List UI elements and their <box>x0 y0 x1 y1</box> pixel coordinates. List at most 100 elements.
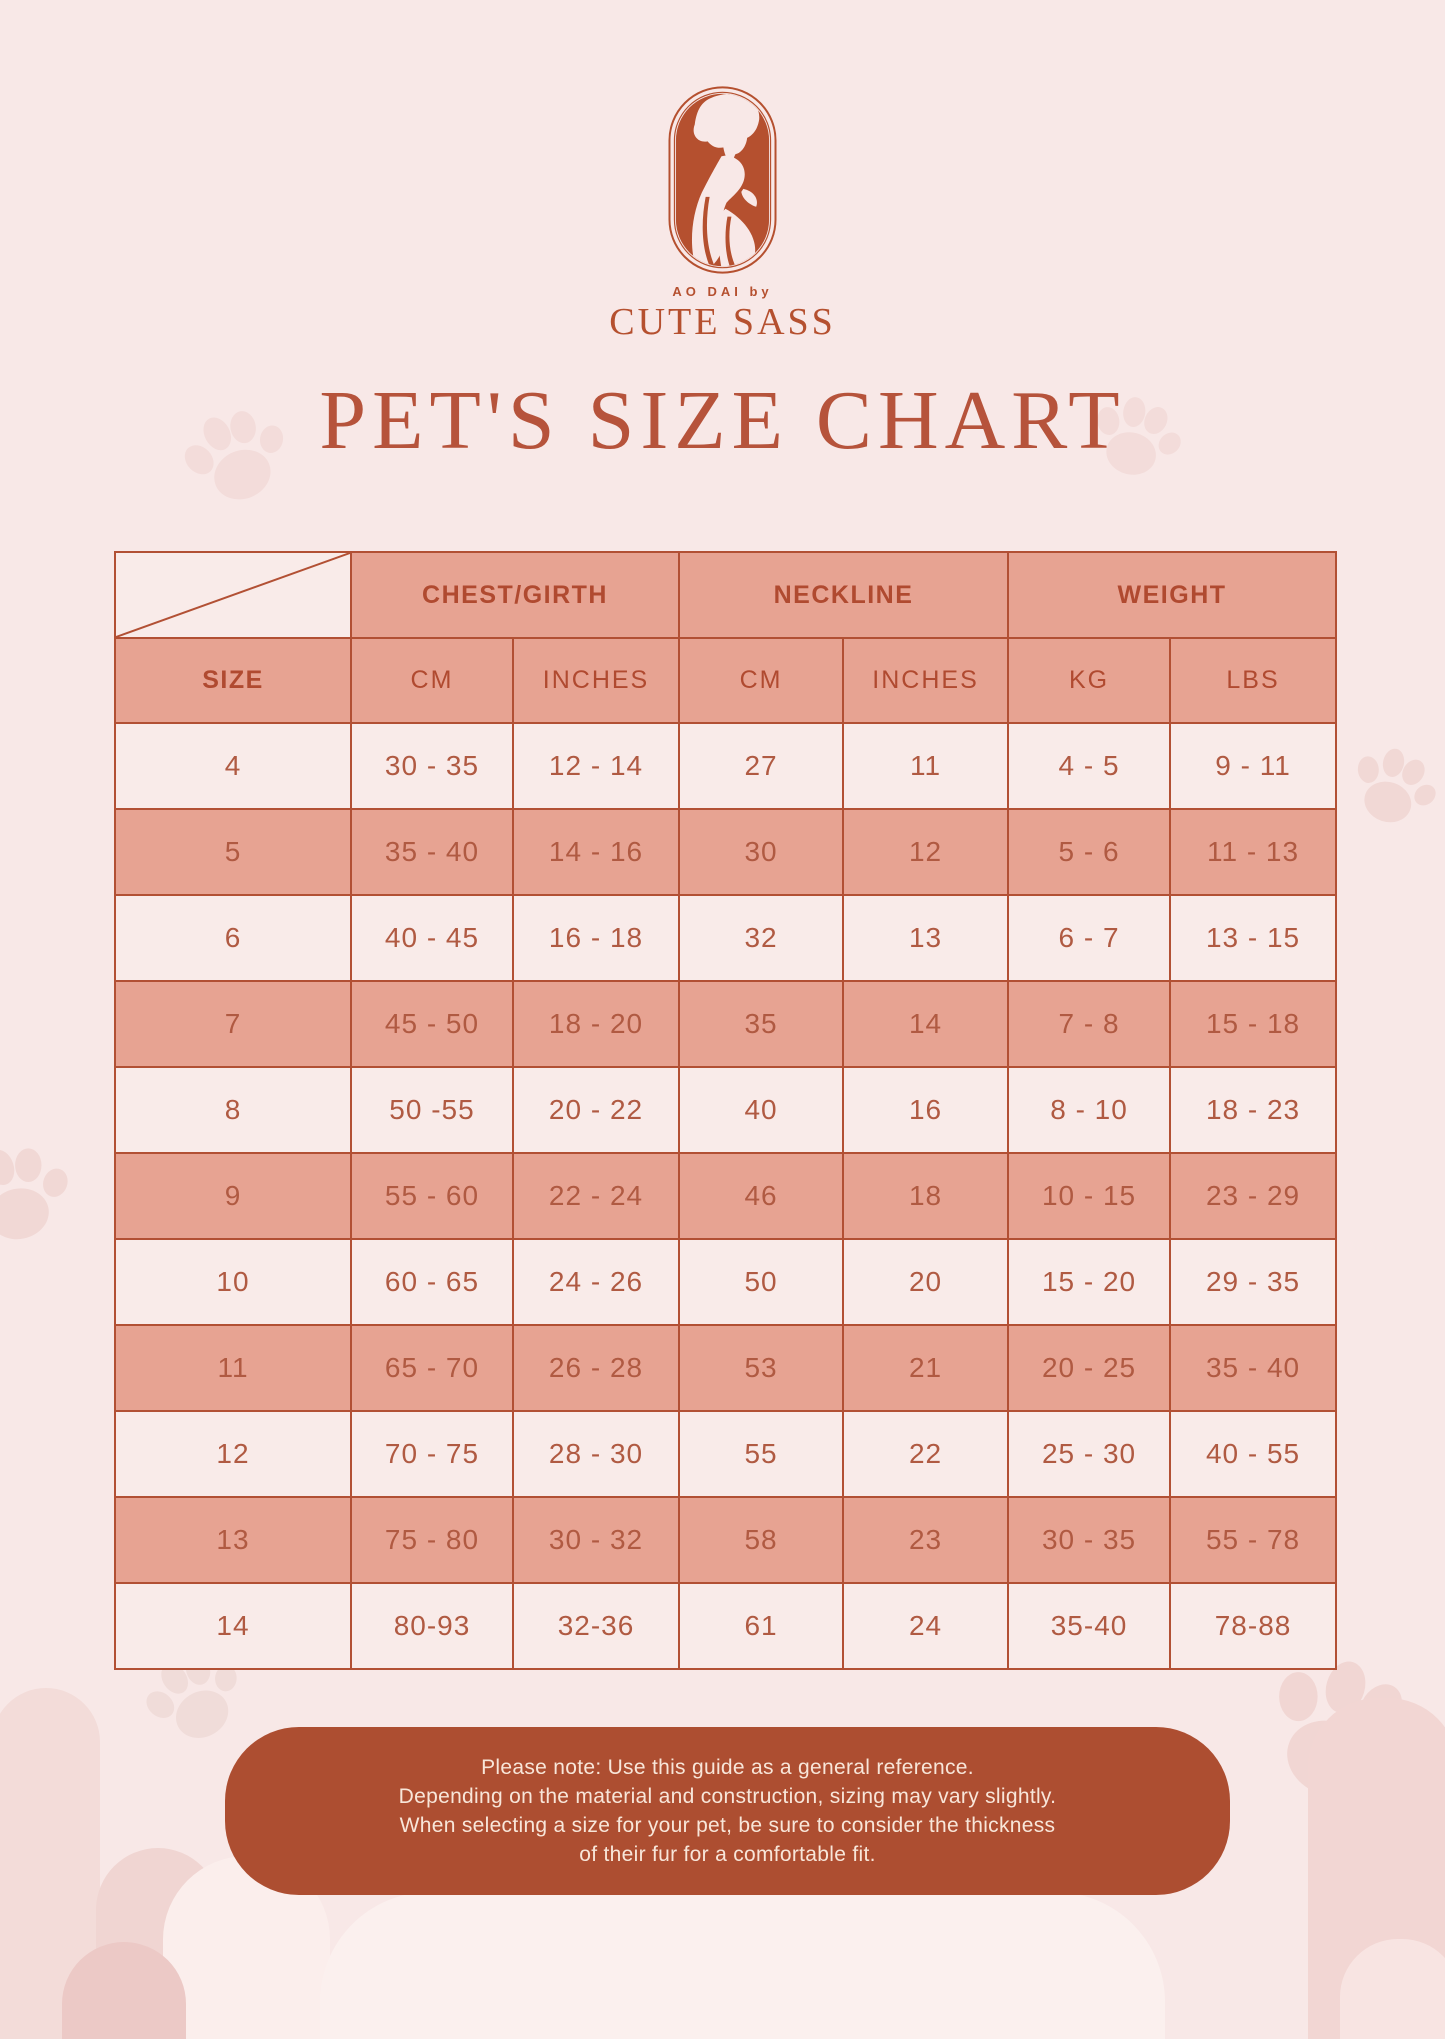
cell-neck-inches: 11 <box>842 722 1010 810</box>
table-row-size-10: 10 60 - 65 24 - 26 50 20 15 - 20 29 - 35 <box>114 1238 1338 1326</box>
cell-weight-kg: 15 - 20 <box>1007 1238 1172 1326</box>
table-row-size-14: 14 80-93 32-36 61 24 35-40 78-88 <box>114 1582 1338 1670</box>
cell-chest-cm: 45 - 50 <box>350 980 514 1068</box>
arch-decoration <box>320 1892 1165 2039</box>
cell-weight-lbs: 15 - 18 <box>1169 980 1338 1068</box>
cell-chest-cm: 60 - 65 <box>350 1238 514 1326</box>
cell-weight-kg: 20 - 25 <box>1007 1324 1172 1412</box>
cell-weight-kg: 30 - 35 <box>1007 1496 1172 1584</box>
cell-weight-kg: 5 - 6 <box>1007 808 1172 896</box>
cell-size: 7 <box>114 980 352 1068</box>
page-title: PET'S SIZE CHART <box>319 374 1126 467</box>
cell-weight-kg: 10 - 15 <box>1007 1152 1172 1240</box>
cell-chest-cm: 40 - 45 <box>350 894 514 982</box>
cell-size: 10 <box>114 1238 352 1326</box>
diagonal-split-cell <box>114 551 352 639</box>
cell-weight-kg: 7 - 8 <box>1007 980 1172 1068</box>
table-row-size-11: 11 65 - 70 26 - 28 53 21 20 - 25 35 - 40 <box>114 1324 1338 1412</box>
brand-logo <box>668 86 777 274</box>
cell-neck-inches: 18 <box>842 1152 1010 1240</box>
pet-size-table: CHEST/GIRTH NECKLINE WEIGHT SIZE CM INCH… <box>114 551 1338 1670</box>
note-line: Please note: Use this guide as a general… <box>481 1756 974 1779</box>
note-line: Depending on the material and constructi… <box>398 1785 1057 1808</box>
column-group-chest-girth: CHEST/GIRTH <box>349 551 681 639</box>
cell-chest-cm: 70 - 75 <box>350 1410 514 1498</box>
cell-weight-lbs: 78-88 <box>1169 1582 1338 1670</box>
cell-neck-inches: 16 <box>842 1066 1010 1154</box>
note-line: of their fur for a comfortable fit. <box>579 1843 876 1866</box>
cell-chest-cm: 65 - 70 <box>350 1324 514 1412</box>
table-row-size-4: 4 30 - 35 12 - 14 27 11 4 - 5 9 - 11 <box>114 722 1338 810</box>
paw-print-icon <box>0 1124 86 1266</box>
table-row-size-13: 13 75 - 80 30 - 32 58 23 30 - 35 55 - 78 <box>114 1496 1338 1584</box>
cell-weight-lbs: 9 - 11 <box>1169 722 1338 810</box>
cell-neck-inches: 14 <box>842 980 1010 1068</box>
cell-chest-cm: 35 - 40 <box>350 808 514 896</box>
cell-chest-inches: 16 - 18 <box>511 894 681 982</box>
cell-neck-inches: 21 <box>842 1324 1010 1412</box>
cell-chest-cm: 75 - 80 <box>350 1496 514 1584</box>
table-row-size-6: 6 40 - 45 16 - 18 32 13 6 - 7 13 - 15 <box>114 894 1338 982</box>
cell-weight-kg: 35-40 <box>1007 1582 1172 1670</box>
table-subheader-row: SIZE CM INCHES CM INCHES KG LBS <box>114 637 1338 724</box>
cell-size: 5 <box>114 808 352 896</box>
cell-weight-lbs: 29 - 35 <box>1169 1238 1338 1326</box>
cell-size: 4 <box>114 722 352 810</box>
cell-chest-inches: 14 - 16 <box>511 808 681 896</box>
cell-neck-cm: 50 <box>678 1238 845 1326</box>
table-row-size-12: 12 70 - 75 28 - 30 55 22 25 - 30 40 - 55 <box>114 1410 1338 1498</box>
column-header-weight-kg: KG <box>1007 637 1172 724</box>
note-line: When selecting a size for your pet, be s… <box>399 1814 1056 1837</box>
cell-weight-kg: 4 - 5 <box>1007 722 1172 810</box>
table-row-size-8: 8 50 -55 20 - 22 40 16 8 - 10 18 - 23 <box>114 1066 1338 1154</box>
cell-chest-inches: 24 - 26 <box>511 1238 681 1326</box>
cell-chest-inches: 20 - 22 <box>511 1066 681 1154</box>
cell-size: 12 <box>114 1410 352 1498</box>
brand-name: CUTE SASS <box>609 301 836 343</box>
table-row-size-9: 9 55 - 60 22 - 24 46 18 10 - 15 23 - 29 <box>114 1152 1338 1240</box>
cell-neck-cm: 32 <box>678 894 845 982</box>
cell-weight-lbs: 11 - 13 <box>1169 808 1338 896</box>
sizing-note: Please note: Use this guide as a general… <box>225 1727 1230 1895</box>
cell-size: 14 <box>114 1582 352 1670</box>
column-header-neck-cm: CM <box>678 637 845 724</box>
cell-weight-lbs: 13 - 15 <box>1169 894 1338 982</box>
column-group-neckline: NECKLINE <box>678 551 1010 639</box>
cell-neck-cm: 40 <box>678 1066 845 1154</box>
cell-size: 13 <box>114 1496 352 1584</box>
column-header-neck-inches: INCHES <box>842 637 1010 724</box>
table-group-header-row: CHEST/GIRTH NECKLINE WEIGHT <box>114 551 1338 639</box>
cell-weight-lbs: 40 - 55 <box>1169 1410 1338 1498</box>
cell-neck-inches: 20 <box>842 1238 1010 1326</box>
cell-chest-inches: 28 - 30 <box>511 1410 681 1498</box>
cell-size: 6 <box>114 894 352 982</box>
cell-neck-cm: 53 <box>678 1324 845 1412</box>
cell-neck-inches: 22 <box>842 1410 1010 1498</box>
cell-weight-kg: 25 - 30 <box>1007 1410 1172 1498</box>
cell-chest-inches: 12 - 14 <box>511 722 681 810</box>
paw-print-icon <box>1333 728 1445 848</box>
cell-neck-inches: 24 <box>842 1582 1010 1670</box>
brand-tagline: AO DAI by <box>672 284 773 299</box>
cell-size: 11 <box>114 1324 352 1412</box>
arch-decoration <box>62 1942 186 2039</box>
cell-weight-lbs: 18 - 23 <box>1169 1066 1338 1154</box>
cell-weight-kg: 8 - 10 <box>1007 1066 1172 1154</box>
cell-size: 9 <box>114 1152 352 1240</box>
cell-chest-inches: 26 - 28 <box>511 1324 681 1412</box>
cell-chest-cm: 80-93 <box>350 1582 514 1670</box>
cell-chest-cm: 50 -55 <box>350 1066 514 1154</box>
cell-neck-cm: 30 <box>678 808 845 896</box>
cell-chest-inches: 32-36 <box>511 1582 681 1670</box>
column-group-weight: WEIGHT <box>1007 551 1338 639</box>
cell-neck-cm: 55 <box>678 1410 845 1498</box>
cell-weight-lbs: 23 - 29 <box>1169 1152 1338 1240</box>
cell-neck-cm: 46 <box>678 1152 845 1240</box>
arch-decoration <box>1340 1939 1445 2039</box>
cell-neck-cm: 58 <box>678 1496 845 1584</box>
column-header-chest-inches: INCHES <box>511 637 681 724</box>
cell-chest-inches: 30 - 32 <box>511 1496 681 1584</box>
cell-chest-inches: 18 - 20 <box>511 980 681 1068</box>
table-row-size-7: 7 45 - 50 18 - 20 35 14 7 - 8 15 - 18 <box>114 980 1338 1068</box>
